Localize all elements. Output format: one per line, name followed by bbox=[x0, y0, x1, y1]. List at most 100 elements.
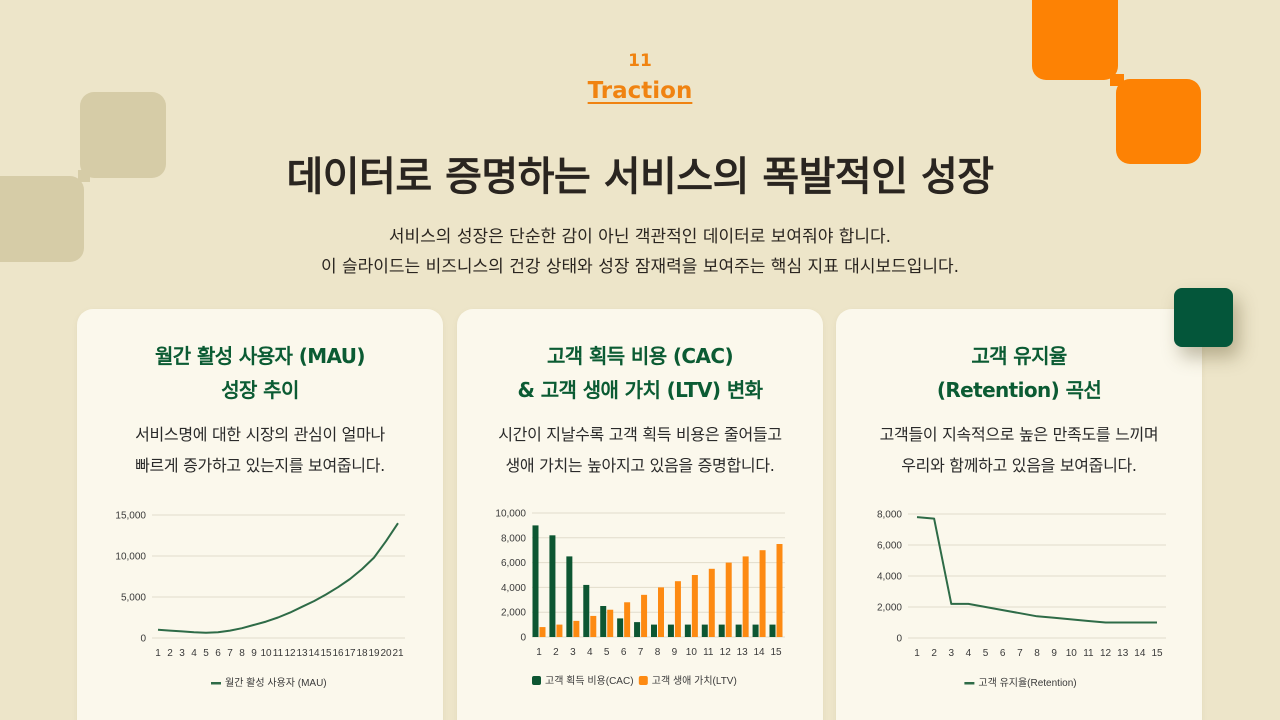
x-tick-label: 13 bbox=[296, 648, 308, 659]
chart-legend: 월간 활성 사용자 (MAU) bbox=[211, 676, 327, 689]
retention-line-chart: 0 2,000 4,000 6,000 8,000 1 2 3 4 5 6 7 8 9 10 11 12 13 14… bbox=[836, 499, 1202, 699]
card-title-line: 고객 유지율 bbox=[971, 344, 1067, 368]
x-tick-label: 13 bbox=[1117, 648, 1129, 659]
y-tick-label: 8,000 bbox=[877, 510, 902, 521]
bar bbox=[624, 602, 631, 637]
y-tick-label: 15,000 bbox=[115, 511, 146, 522]
bar bbox=[674, 581, 681, 637]
x-tick-label: 9 bbox=[1051, 648, 1057, 659]
bar bbox=[539, 627, 546, 637]
chart-legend: 고객 유지율(Retention) bbox=[964, 677, 1077, 689]
y-tick-label: 0 bbox=[140, 634, 146, 645]
page-subtitle: 서비스의 성장은 단순한 감이 아닌 객관적인 데이터로 보여줘야 합니다. 이… bbox=[0, 222, 1280, 282]
card-title: 월간 활성 사용자 (MAU) 성장 추이 bbox=[77, 339, 443, 407]
card-title: 고객 획득 비용 (CAC) & 고객 생애 가치 (LTV) 변화 bbox=[457, 339, 823, 407]
bar bbox=[641, 594, 648, 637]
legend-swatch bbox=[532, 676, 541, 685]
bar bbox=[701, 624, 708, 637]
bar bbox=[600, 606, 607, 637]
bar bbox=[590, 615, 597, 637]
x-tick-label: 10 bbox=[1066, 648, 1078, 659]
bar bbox=[651, 624, 657, 637]
subtitle-line: 이 슬라이드는 비즈니스의 건강 상태와 성장 잠재력을 보여주는 핵심 지표 … bbox=[320, 257, 960, 277]
y-tick-label: 6,000 bbox=[501, 558, 526, 569]
x-tick-label: 8 bbox=[1034, 648, 1040, 659]
x-tick-label: 2 bbox=[167, 648, 173, 659]
bar bbox=[556, 624, 563, 637]
cac-ltv-bar-chart: 0 2,000 4,000 6,000 8,000 10,000 1 2 3 4 5 6 7 8 9 10 11… bbox=[457, 499, 823, 699]
x-tick-label: 11 bbox=[1083, 648, 1094, 659]
x-tick-label: 14 bbox=[754, 647, 766, 658]
legend-swatch bbox=[211, 682, 221, 685]
x-tick-label: 18 bbox=[356, 648, 368, 659]
y-tick-label: 0 bbox=[520, 633, 526, 644]
x-tick-label: 11 bbox=[703, 647, 714, 658]
legend-label: 월간 활성 사용자 (MAU) bbox=[225, 676, 327, 689]
y-tick-label: 2,000 bbox=[877, 603, 902, 614]
x-tick-label: 10 bbox=[686, 647, 698, 658]
x-tick-label: 15 bbox=[770, 647, 782, 658]
bar bbox=[634, 622, 641, 637]
x-tick-label: 6 bbox=[215, 648, 221, 659]
decorative-orange-square bbox=[1116, 79, 1201, 164]
card-mau: 월간 활성 사용자 (MAU) 성장 추이 서비스명에 대한 시장의 관심이 얼… bbox=[77, 309, 443, 720]
x-tick-label: 9 bbox=[672, 647, 678, 658]
bar bbox=[532, 525, 539, 637]
x-tick-label: 16 bbox=[332, 648, 344, 659]
card-cac-ltv: 고객 획득 비용 (CAC) & 고객 생애 가치 (LTV) 변화 시간이 지… bbox=[457, 309, 823, 720]
y-tick-label: 4,000 bbox=[501, 583, 526, 594]
decorative-green-square bbox=[1174, 288, 1233, 347]
bar bbox=[549, 535, 556, 637]
decorative-tan-square bbox=[80, 92, 166, 178]
x-tick-label: 6 bbox=[1000, 648, 1006, 659]
x-tick-label: 14 bbox=[1134, 648, 1146, 659]
x-tick-label: 11 bbox=[273, 648, 284, 659]
slide-header: 11 Traction bbox=[0, 48, 1280, 104]
bar bbox=[566, 556, 573, 637]
x-tick-label: 12 bbox=[1100, 648, 1112, 659]
x-tick-label: 15 bbox=[1151, 648, 1163, 659]
bar bbox=[684, 624, 691, 637]
card-retention: 고객 유지율 (Retention) 곡선 고객들이 지속적으로 높은 만족도를… bbox=[836, 309, 1202, 720]
chart-legend: 고객 획득 비용(CAC) 고객 생애 가치(LTV) bbox=[532, 675, 737, 687]
x-tick-label: 2 bbox=[931, 648, 937, 659]
card-title-line: 월간 활성 사용자 (MAU) bbox=[155, 344, 366, 368]
x-tick-label: 6 bbox=[621, 647, 627, 658]
x-tick-label: 1 bbox=[155, 648, 161, 659]
section-title-link[interactable]: Traction bbox=[587, 78, 693, 104]
x-tick-label: 15 bbox=[320, 648, 332, 659]
legend-label: 고객 획득 비용(CAC) bbox=[545, 675, 634, 687]
x-tick-label: 9 bbox=[251, 648, 257, 659]
x-tick-label: 14 bbox=[308, 648, 320, 659]
card-title-line: 고객 획득 비용 (CAC) bbox=[546, 344, 734, 368]
y-tick-label: 4,000 bbox=[877, 572, 902, 583]
x-tick-label: 2 bbox=[553, 647, 559, 658]
card-desc-line: 서비스명에 대한 시장의 관심이 얼마나 bbox=[135, 425, 385, 444]
x-tick-label: 4 bbox=[966, 648, 972, 659]
card-desc-line: 빠르게 증가하고 있는지를 보여줍니다. bbox=[135, 456, 385, 475]
x-tick-label: 17 bbox=[344, 648, 356, 659]
series-line bbox=[916, 516, 1157, 624]
card-description: 서비스명에 대한 시장의 관심이 얼마나 빠르게 증가하고 있는지를 보여줍니다… bbox=[77, 419, 443, 481]
x-tick-label: 5 bbox=[604, 647, 610, 658]
x-tick-label: 7 bbox=[227, 648, 233, 659]
x-tick-label: 20 bbox=[380, 648, 392, 659]
series-line bbox=[157, 522, 399, 634]
bar bbox=[742, 556, 749, 637]
bar bbox=[718, 624, 725, 637]
x-tick-label: 13 bbox=[737, 647, 749, 658]
bar bbox=[708, 568, 715, 637]
x-tick-label: 5 bbox=[203, 648, 209, 659]
card-desc-line: 생애 가치는 높아지고 있음을 증명합니다. bbox=[505, 456, 775, 475]
x-tick-label: 4 bbox=[587, 647, 593, 658]
card-description: 시간이 지날수록 고객 획득 비용은 줄어들고 생애 가치는 높아지고 있음을 … bbox=[457, 419, 823, 481]
y-tick-label: 8,000 bbox=[501, 533, 526, 544]
card-title-line: & 고객 생애 가치 (LTV) 변화 bbox=[517, 378, 764, 402]
x-tick-label: 3 bbox=[949, 648, 955, 659]
x-tick-label: 5 bbox=[983, 648, 989, 659]
bar bbox=[583, 584, 590, 637]
x-tick-label: 4 bbox=[191, 648, 197, 659]
bar bbox=[667, 624, 674, 637]
bar bbox=[769, 624, 776, 637]
legend-label: 고객 생애 가치(LTV) bbox=[652, 675, 737, 687]
